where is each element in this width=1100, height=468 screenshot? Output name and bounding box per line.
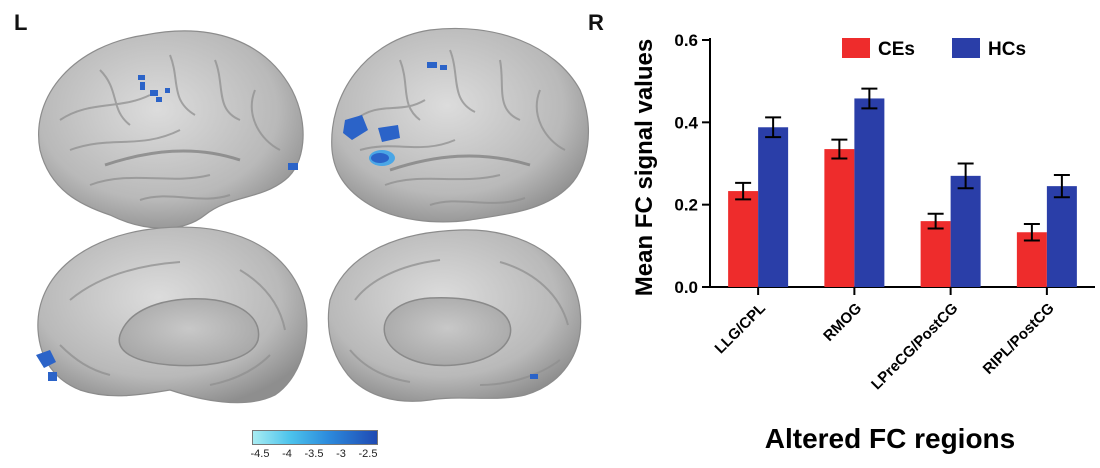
chart-bars [728, 98, 1077, 287]
activation-cluster-left-medial [36, 350, 57, 381]
colorbar-tick-label: -2.5 [358, 448, 378, 460]
left-hemisphere-label: L [14, 10, 28, 35]
legend-swatch-hcs [952, 38, 980, 58]
bar-chart: 0.0 0.2 0.4 0.6 LLG/CPL RMOG LPreCG/PostCG RIPL… [631, 31, 1095, 454]
bar-ces [728, 191, 759, 287]
bar-ces [824, 149, 855, 287]
bar-ces [920, 221, 951, 287]
activation-cluster-left-lateral [138, 75, 298, 170]
colorbar-tick-label: -4.5 [250, 448, 270, 460]
left-medial-brain [36, 226, 308, 404]
colorbar-tick-label: -3.5 [304, 448, 324, 460]
right-medial-brain [327, 229, 582, 402]
chart-error-bars [735, 87, 1070, 242]
x-axis-title: Altered FC regions [765, 423, 1015, 454]
y-tick-label: 0.4 [674, 113, 698, 132]
bar-hcs [758, 127, 789, 287]
y-tick-label: 0.6 [674, 31, 698, 50]
chart-legend: CEs HCs [842, 38, 1026, 60]
x-tick-label: LPreCG/PostCG [868, 300, 961, 393]
x-tick-label: RIPL/PostCG [980, 300, 1058, 378]
y-tick-label: 0.2 [674, 196, 698, 215]
y-tick-label: 0.0 [674, 278, 698, 297]
brain-surface-maps [36, 27, 590, 404]
right-lateral-brain [331, 27, 590, 223]
bar-hcs [854, 98, 885, 287]
bar-hcs [950, 175, 981, 287]
colorbar-tick-label: -4 [282, 448, 292, 460]
legend-label: HCs [988, 39, 1026, 60]
activation-cluster-right-lateral [343, 62, 447, 166]
colorbar-tick-label: -3 [336, 448, 346, 460]
colorbar [252, 430, 378, 445]
y-axis-title: Mean FC signal values [631, 39, 658, 296]
activation-cluster-right-medial [530, 374, 538, 379]
colorbar-ticks: -4.5 -4 -3.5 -3 -2.5 [250, 448, 378, 462]
x-tick-label: RMOG [820, 300, 865, 345]
right-hemisphere-label: R [588, 10, 604, 35]
legend-label: CEs [878, 39, 915, 60]
legend-swatch-ces [842, 38, 870, 58]
x-tick-label: LLG/CPL [712, 300, 769, 357]
bar-hcs [1046, 186, 1077, 287]
left-lateral-brain [38, 30, 304, 229]
